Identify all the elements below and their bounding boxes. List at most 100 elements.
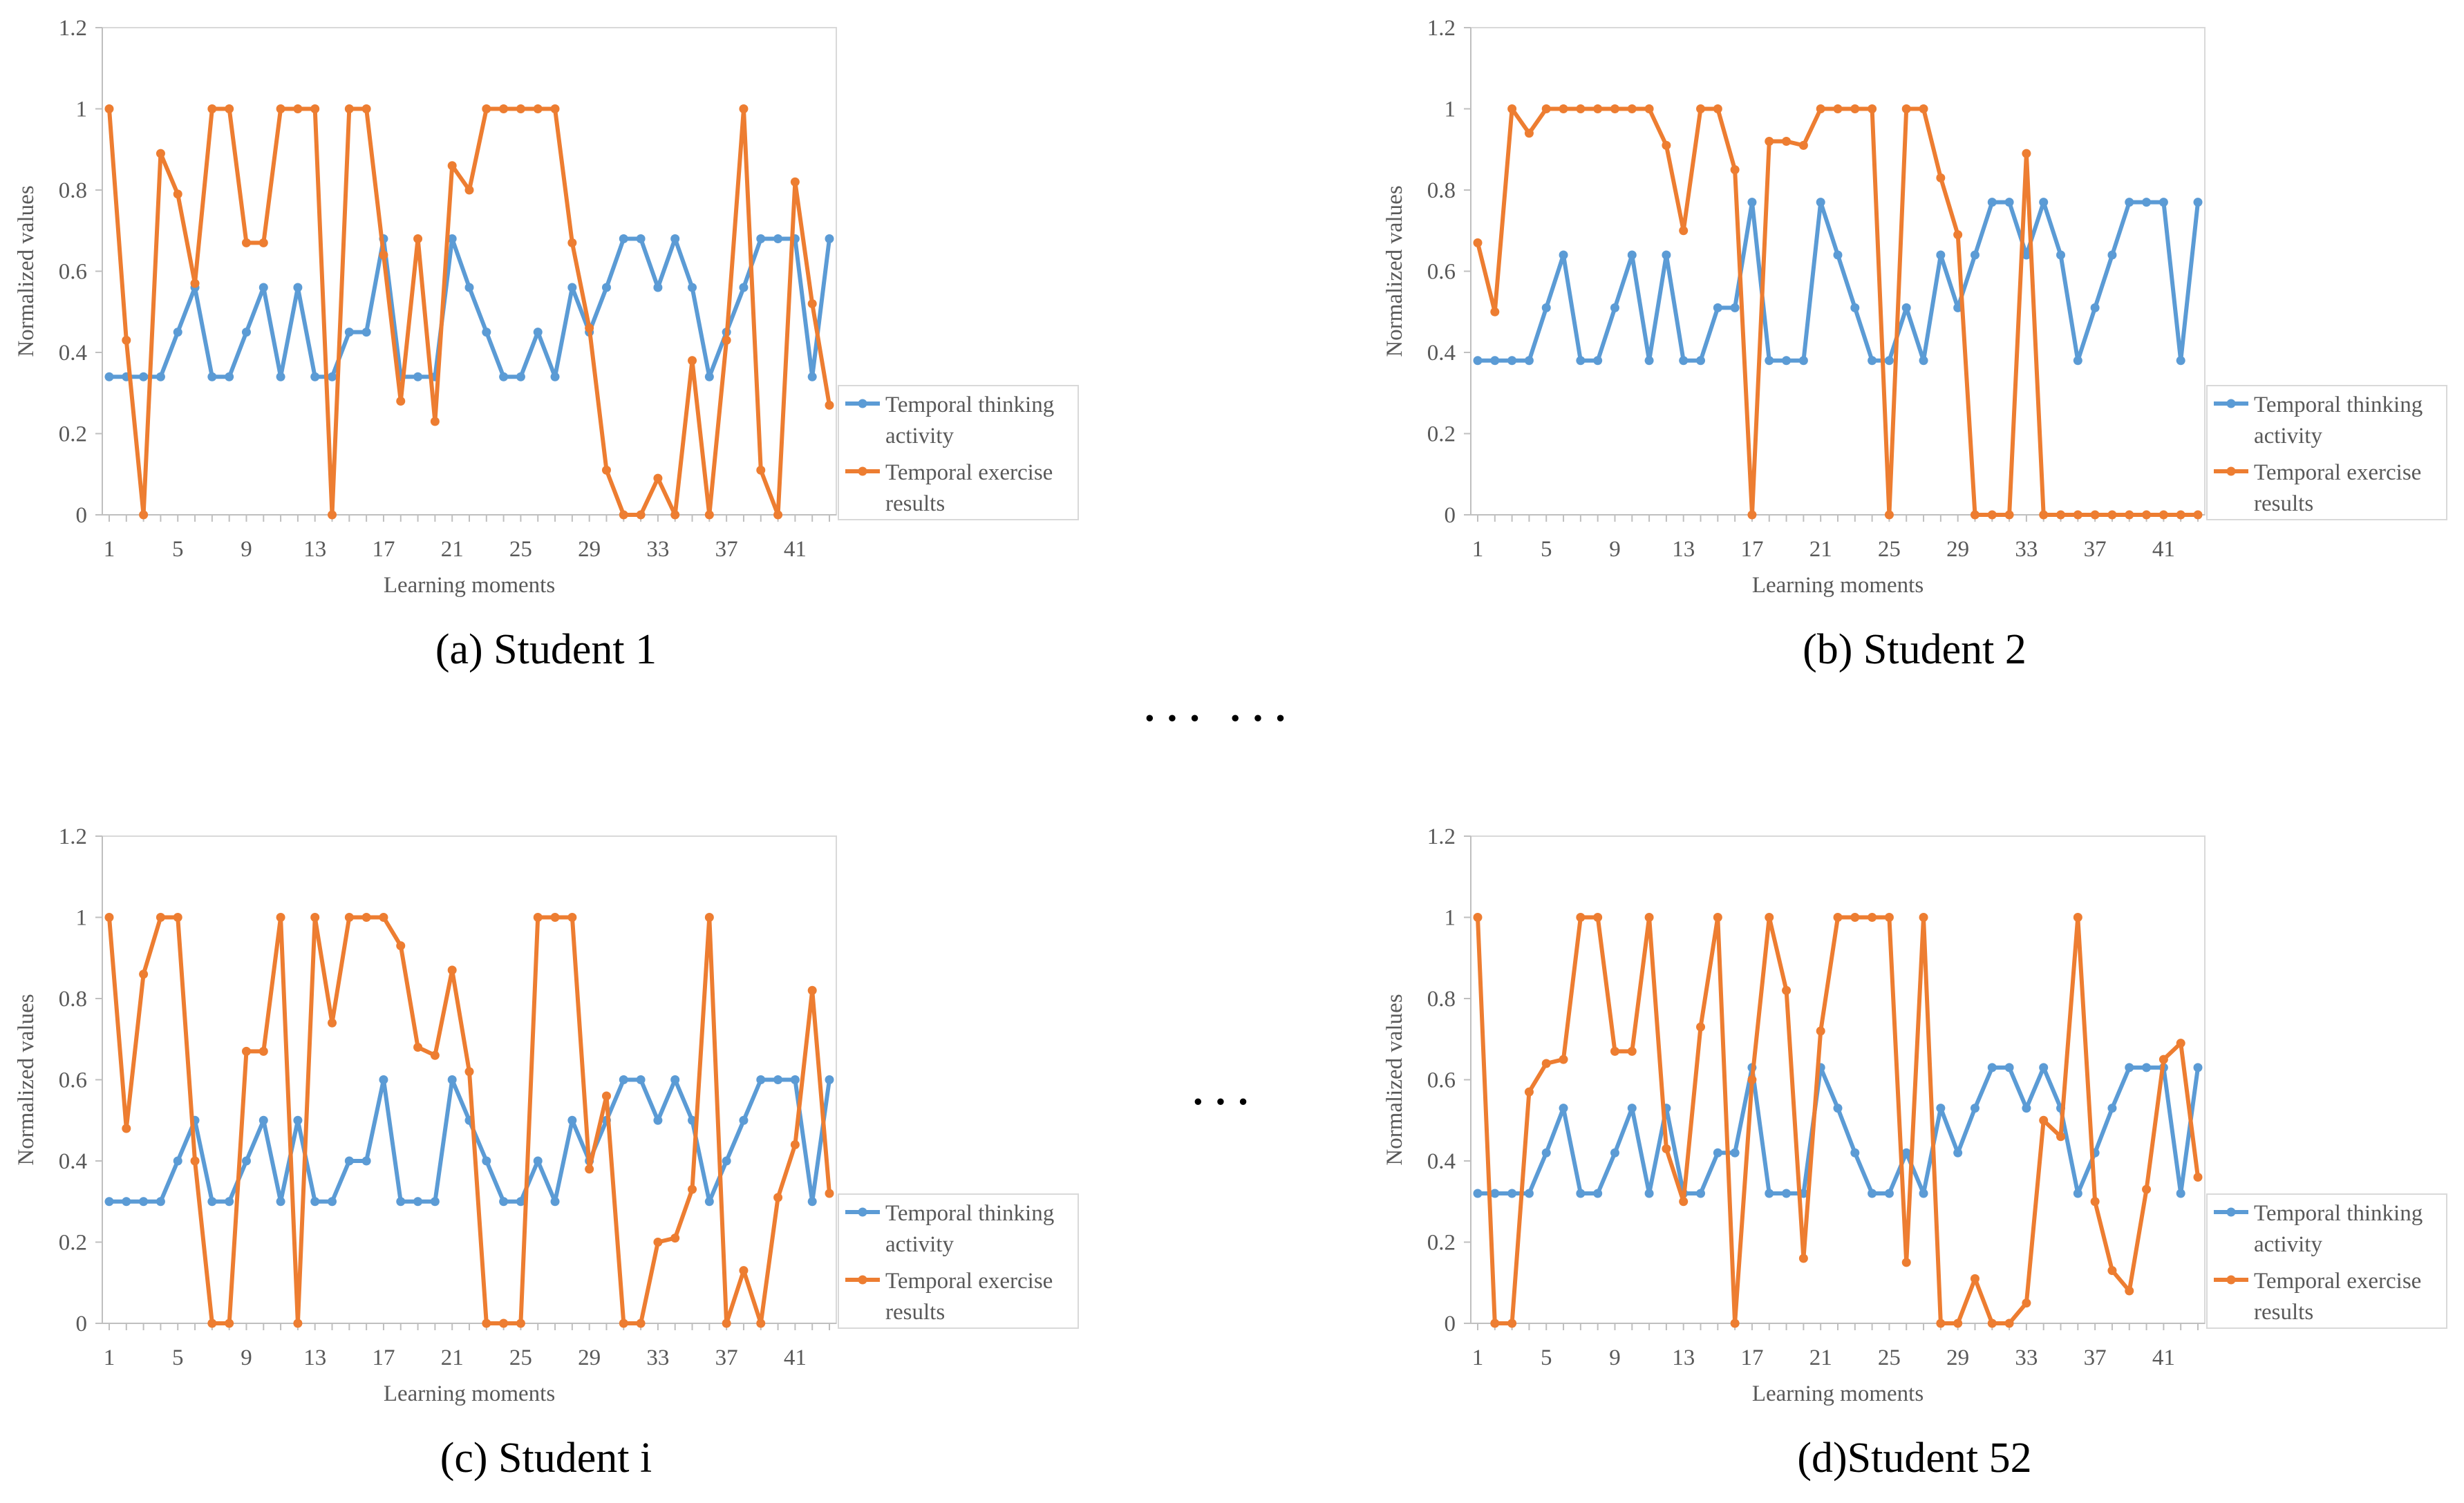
x-tick-label: 21 [1809,537,1832,562]
data-point [2176,1039,2185,1048]
data-point [636,1075,646,1084]
data-point [190,278,200,288]
legend [2206,1193,2447,1329]
data-point [225,1197,234,1207]
data-point [653,1115,663,1125]
data-point [328,510,337,520]
x-tick-label: 33 [646,537,669,562]
legend-label: Temporal thinking activity [885,393,1054,448]
data-point [258,283,268,292]
y-tick-label: 0 [1445,503,1456,528]
data-point [207,372,217,381]
data-point [482,1156,491,1166]
y-axis-title: Normalized values [14,185,39,357]
data-point [413,1197,423,1207]
x-tick-label: 21 [441,1345,464,1370]
data-point [1507,104,1517,113]
data-point [1679,356,1689,366]
data-point [156,1197,165,1207]
data-point [807,1197,817,1207]
data-point [653,283,663,292]
data-point [1644,1189,1654,1198]
data-point [379,1075,388,1084]
data-point [2039,1115,2049,1125]
y-tick-label: 1 [1445,906,1456,931]
data-point [430,1050,440,1060]
legend [838,1193,1079,1329]
data-point [1524,356,1534,366]
data-point [533,913,543,922]
y-tick-label: 0.8 [59,178,87,203]
x-axis-title: Learning moments [384,573,555,598]
data-point [2004,510,2014,520]
data-point [293,1318,303,1328]
data-point [1490,307,1500,316]
legend-swatch-marker [2226,399,2236,408]
y-tick-label: 0 [76,503,88,528]
data-point [739,1115,749,1125]
data-point [396,397,406,406]
data-point [601,283,611,292]
data-point [139,1197,149,1207]
x-tick-label: 13 [1672,537,1695,562]
x-tick-label: 13 [303,1345,326,1370]
x-tick-label: 25 [509,537,532,562]
data-point [567,283,577,292]
data-point [293,283,303,292]
data-point [2073,510,2082,520]
data-point [413,372,423,381]
data-point [464,1067,474,1077]
y-tick-label: 1.2 [59,824,87,849]
data-point [2039,510,2049,520]
data-point [430,1197,440,1207]
data-point [550,913,560,922]
data-point [1524,1189,1534,1198]
data-point [139,970,149,979]
data-point [2056,510,2066,520]
data-point [1901,303,1911,312]
data-point [241,1156,251,1166]
data-point [1953,230,1963,240]
x-tick-label: 13 [303,537,326,562]
data-point [1541,1059,1551,1068]
chart-caption: (c) Student i [440,1435,652,1482]
data-point [1765,1189,1774,1198]
x-tick-label: 9 [1609,537,1621,562]
data-point [567,238,577,247]
separator-dots-middle: ··· [1189,1072,1257,1133]
data-point [670,510,680,520]
data-point [756,465,766,475]
legend [2206,385,2447,520]
data-point [601,465,611,475]
x-tick-label: 29 [578,537,601,562]
data-point [1782,985,1791,995]
x-tick-label: 9 [241,537,252,562]
data-point [1559,1055,1568,1064]
data-point [1541,1148,1551,1157]
data-point [413,234,423,243]
y-tick-label: 0.2 [1427,1231,1456,1256]
data-point [1970,1104,1979,1113]
series-line-1 [109,236,831,379]
data-point [1850,913,1860,922]
data-point [670,1075,680,1084]
data-point [807,372,817,381]
y-tick-label: 0.2 [59,1231,87,1256]
y-tick-label: 1 [1445,97,1456,122]
plot-area [102,27,837,516]
data-point [2022,250,2031,260]
x-tick-label: 25 [509,1345,532,1370]
data-point [447,161,457,171]
data-point [1868,356,1877,366]
data-point [122,1197,131,1207]
data-point [482,1318,491,1328]
legend-swatch-marker [858,1207,867,1217]
data-point [790,1075,800,1084]
x-tick-label: 41 [2152,537,2175,562]
data-point [328,1197,337,1207]
x-tick-label: 1 [104,1345,115,1370]
data-point [585,1164,594,1174]
data-point [2193,198,2203,207]
data-point [1987,1318,1997,1328]
data-point [258,238,268,247]
